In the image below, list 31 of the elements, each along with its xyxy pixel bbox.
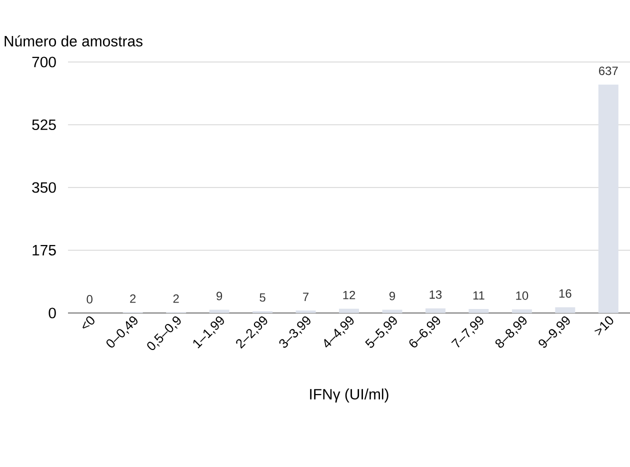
bar (468, 309, 489, 313)
bar (598, 84, 618, 313)
x-axis-title: IFNγ (UI/ml) (310, 388, 388, 402)
data-label: 11 (473, 291, 484, 300)
y-axis-title: Número de amostras (4, 35, 142, 46)
data-label: 9 (216, 292, 222, 300)
data-label: 2 (173, 294, 179, 303)
bar (425, 308, 446, 313)
data-label: 9 (389, 292, 395, 300)
data-label: 10 (516, 291, 528, 300)
bar (339, 308, 360, 313)
data-label: 12 (343, 290, 356, 300)
data-label: 7 (303, 292, 308, 301)
data-label: 13 (430, 290, 442, 299)
data-label: 5 (260, 293, 266, 302)
x-tick-label: >10 (594, 316, 614, 336)
bar (512, 309, 532, 313)
data-label: 0 (86, 295, 92, 304)
x-tick-label: <0 (82, 316, 94, 329)
data-label: 2 (130, 294, 136, 303)
bar (296, 310, 316, 313)
data-label: 637 (599, 66, 618, 76)
data-label: 16 (559, 289, 572, 298)
y-tick-label: 525 (32, 119, 56, 130)
bar (555, 307, 576, 313)
y-tick-label: 0 (48, 308, 56, 318)
bar (382, 310, 402, 313)
y-tick-label: 700 (32, 56, 56, 68)
y-tick-label: 350 (32, 182, 56, 193)
bar (209, 310, 230, 313)
y-tick-label: 175 (32, 245, 56, 256)
